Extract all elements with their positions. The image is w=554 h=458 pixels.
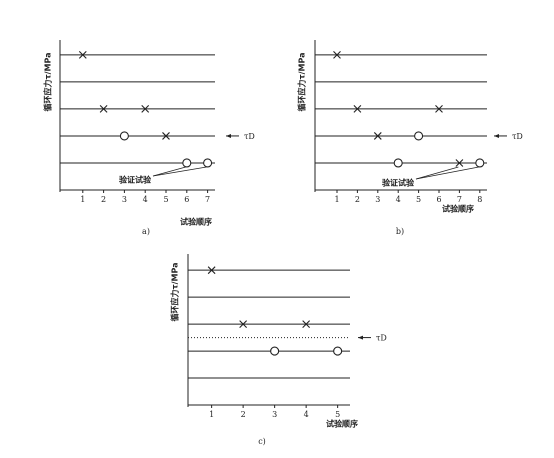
leader-line (152, 166, 207, 177)
cross-stroke (99, 105, 108, 113)
failure-mark (373, 132, 382, 140)
tau-d-label: τD (244, 132, 255, 141)
x-tick-label: 3 (375, 195, 380, 204)
runout-mark (203, 158, 213, 168)
x-tick-label: 2 (101, 195, 106, 204)
x-tick-label: 2 (241, 410, 246, 419)
x-tick-label: 7 (205, 195, 210, 204)
failure-mark (435, 105, 443, 113)
cross-stroke (435, 105, 443, 113)
leader-line (415, 166, 479, 180)
failure-mark (302, 320, 311, 328)
cross-stroke (78, 50, 87, 59)
x-axis-label: 试验顺序 (180, 217, 212, 227)
tau-d-label: τD (512, 132, 523, 141)
x-tick-label: 3 (122, 195, 127, 204)
cross-stroke (455, 159, 464, 167)
cross-stroke (353, 105, 362, 113)
x-tick-label: 1 (334, 195, 339, 204)
verification-label: 验证试验 (119, 175, 152, 185)
x-tick-label: 1 (80, 195, 85, 204)
x-tick-label: 4 (396, 195, 401, 204)
cross-stroke (333, 50, 341, 59)
failure-mark (333, 50, 341, 59)
x-tick-label: 3 (272, 410, 277, 419)
caption: b) (396, 227, 404, 236)
failure-mark (239, 320, 248, 328)
cross-stroke (162, 132, 170, 140)
failure-mark (99, 105, 108, 113)
runout-mark (333, 346, 343, 356)
x-tick-label: 1 (209, 410, 214, 419)
x-tick-label: 6 (436, 195, 441, 204)
runout-mark (475, 158, 485, 168)
cross-stroke (141, 105, 150, 113)
leader-line (152, 166, 186, 177)
cross-stroke (239, 320, 248, 328)
cross-stroke (207, 266, 216, 275)
arrow-head (226, 133, 231, 138)
arrow-head (494, 133, 499, 138)
x-tick-label: 7 (457, 195, 462, 204)
y-axis-label: 循环应力τ/MPa (297, 52, 307, 112)
runout-mark (119, 131, 129, 141)
runout-mark (182, 158, 192, 168)
x-axis-label: 试验顺序 (442, 204, 474, 214)
x-axis-label: 试验顺序 (326, 419, 358, 429)
caption: c) (258, 437, 266, 446)
y-axis-label: 循环应力τ/MPa (43, 52, 53, 112)
runout-mark (393, 158, 403, 168)
runout-mark (414, 131, 424, 141)
failure-mark (78, 50, 87, 59)
x-tick-label: 5 (163, 195, 168, 204)
x-tick-label: 5 (335, 410, 340, 419)
x-tick-label: 2 (355, 195, 360, 204)
x-tick-label: 8 (477, 195, 482, 204)
cross-stroke (373, 132, 382, 140)
x-tick-label: 4 (143, 195, 148, 204)
y-axis-label: 循环应力τ/MPa (170, 262, 180, 322)
runout-mark (270, 346, 280, 356)
cross-stroke (302, 320, 311, 328)
failure-mark (207, 266, 216, 275)
x-tick-label: 4 (304, 410, 309, 419)
tau-d-label: τD (376, 334, 387, 343)
arrow-head (358, 335, 363, 340)
x-tick-label: 5 (416, 195, 421, 204)
caption: a) (142, 227, 150, 236)
failure-mark (141, 105, 150, 113)
failure-mark (353, 105, 362, 113)
leader-line (415, 166, 459, 180)
verification-label: 验证试验 (382, 178, 415, 188)
x-tick-label: 6 (184, 195, 189, 204)
failure-mark (162, 132, 170, 140)
failure-mark (455, 159, 464, 167)
